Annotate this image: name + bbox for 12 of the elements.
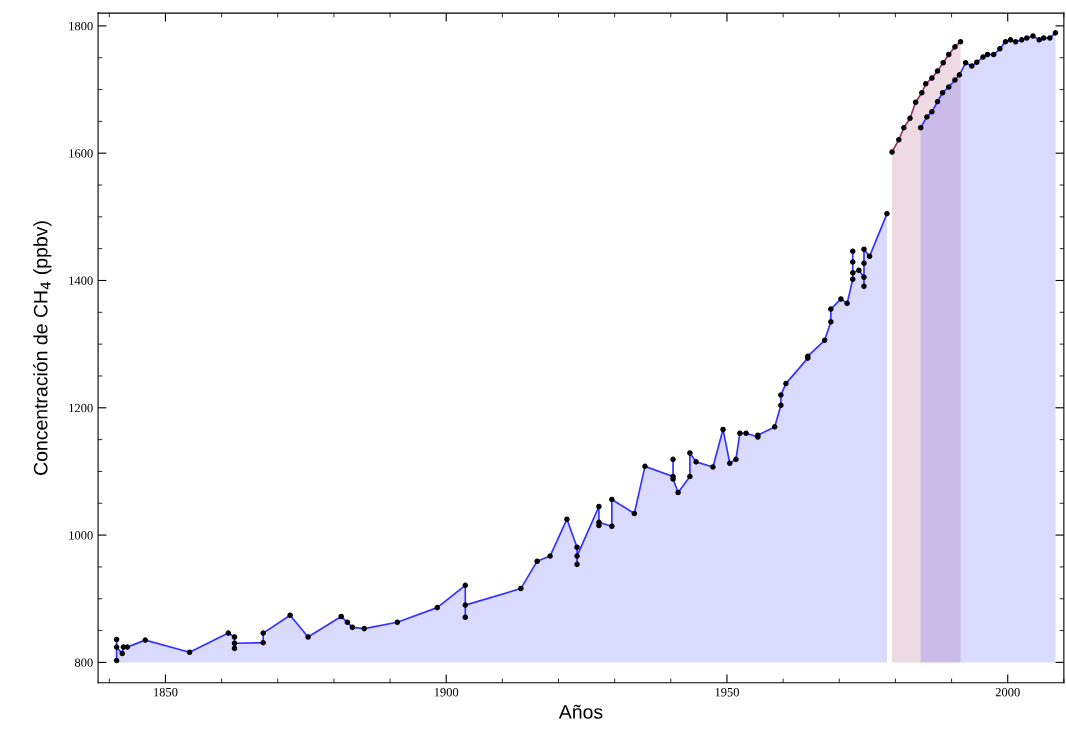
y-axis-title: Concentración de CH$_{4}$ (ppbv)	[33, 221, 52, 475]
x-tick-label: 1950	[715, 687, 739, 697]
y-tick-label: 1800	[69, 21, 93, 31]
y-tick-label: 1200	[69, 403, 93, 413]
y-tick-label: 1600	[69, 149, 93, 158]
x-axis-title: Años	[558, 704, 603, 719]
y-tick-label: 1400	[69, 276, 93, 285]
x-tick-label: 2000	[995, 687, 1020, 697]
x-tick-label: 1850	[154, 687, 178, 697]
y-tick-label: 1000	[69, 531, 93, 540]
y-tick-label: 800	[74, 658, 93, 667]
x-tick-label: 1900	[434, 687, 459, 697]
